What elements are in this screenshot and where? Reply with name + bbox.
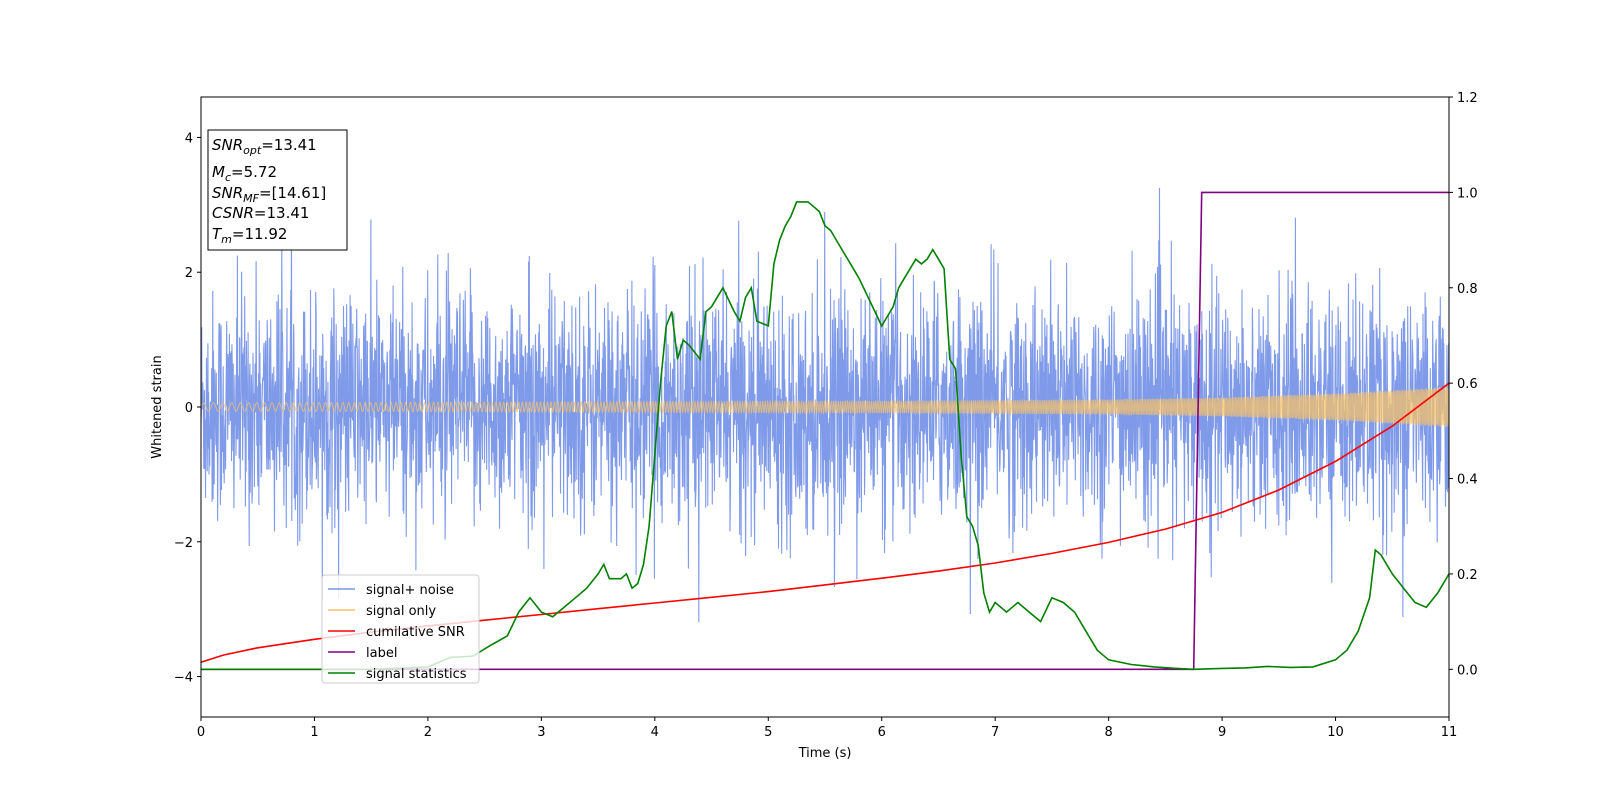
info-box: SNRopt=13.41 Mc=5.72SNRMF=[14.61]CSNR=13.… [207,129,348,251]
x-tick-label-0: 0 [197,725,205,740]
legend-label-4: signal statistics [366,667,467,682]
legend-label-0: signal+ noise [366,583,454,598]
label-line [201,191,1449,671]
signal-only-line [201,386,1449,428]
y2-tick-label-5: 1.0 [1457,186,1478,201]
y-tick-label-1: −2 [174,536,193,551]
signal-only-series [201,386,1449,428]
y2-tick-label-2: 0.4 [1457,473,1478,488]
y-axis-label: Whitened strain [150,355,165,458]
y-tick-label-0: −4 [174,671,193,686]
y2-tick-label-6: 1.2 [1457,91,1478,106]
info-line-4: Tm=11.92 [212,225,287,246]
x-axis: 0 1 2 3 4 5 6 7 8 9 10 11 [197,717,1457,740]
x-tick-label-3: 3 [537,725,545,740]
info-line-3: CSNR=13.41 [212,204,309,222]
x-tick-label-11: 11 [1441,725,1458,740]
x-tick-label-2: 2 [424,725,432,740]
signal-statistics-line [201,201,1449,671]
info-line-2: SNRMF=[14.61] [212,184,326,205]
legend-label-1: signal only [366,604,436,619]
x-tick-label-7: 7 [991,725,999,740]
info-line-1: Mc=5.72 [212,163,277,184]
y-tick-label-4: 4 [185,131,193,146]
legend-label-3: label [366,646,397,661]
x-tick-label-9: 9 [1218,725,1226,740]
y-axis-left: −4 −2 0 2 4 [174,131,201,686]
y2-tick-label-1: 0.2 [1457,568,1478,583]
x-tick-label-5: 5 [764,725,772,740]
y2-tick-label-3: 0.6 [1457,377,1478,392]
y-tick-label-3: 2 [185,266,193,281]
x-tick-label-4: 4 [651,725,659,740]
x-tick-label-8: 8 [1104,725,1112,740]
y2-tick-label-4: 0.8 [1457,282,1478,297]
x-tick-label-6: 6 [878,725,886,740]
y-axis-right: 0.0 0.2 0.4 0.6 0.8 1.0 1.2 [1449,91,1478,678]
y2-tick-label-0: 0.0 [1457,663,1478,678]
x-tick-label-1: 1 [310,725,318,740]
x-axis-label: Time (s) [798,746,852,761]
legend: signal+ noise signal only cumilative SNR la… [321,574,480,684]
x-tick-label-10: 10 [1327,725,1344,740]
y-tick-label-2: 0 [185,401,193,416]
legend-label-2: cumilative SNR [366,625,465,640]
info-line-0: SNRopt=13.41 [212,136,317,157]
